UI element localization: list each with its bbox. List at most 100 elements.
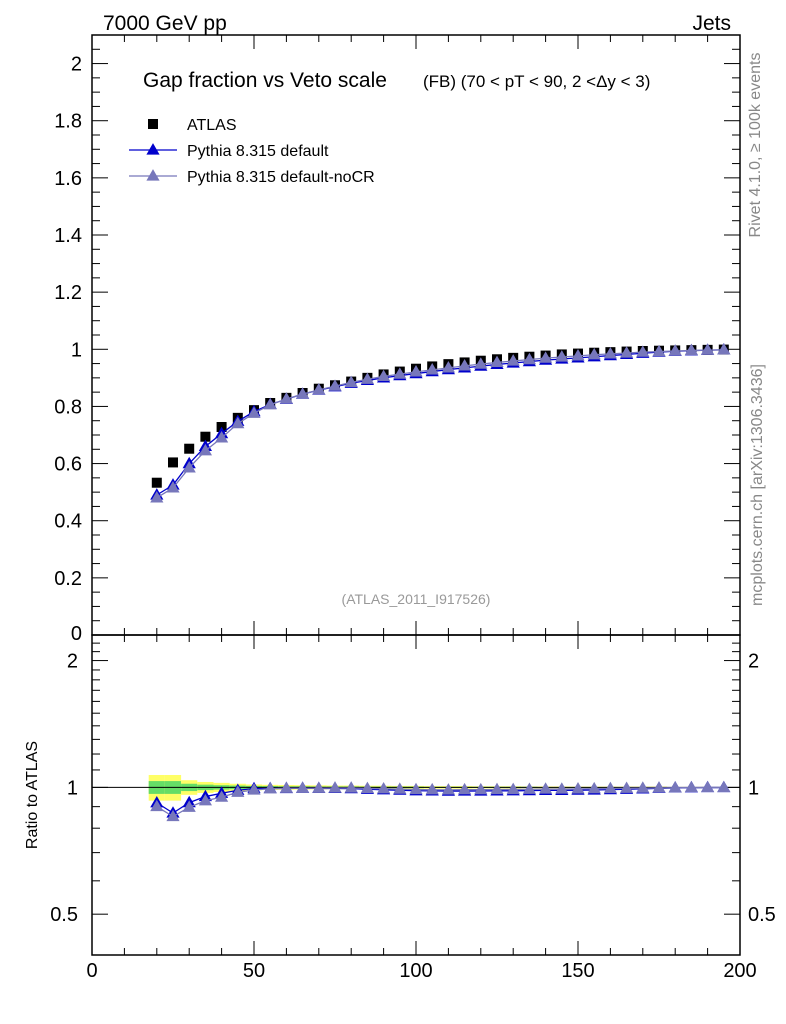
pythia-nocr-ratio-point	[328, 781, 342, 793]
pythia-nocr-ratio-point	[263, 781, 277, 794]
pythia-nocr-ratio-point	[587, 781, 601, 794]
pythia-nocr-ratio-point	[571, 782, 585, 794]
pythia-nocr-ratio-point	[360, 781, 374, 794]
pythia-nocr-ratio-point	[717, 780, 731, 793]
side-label-mcplots: mcplots.cern.ch [arXiv:1306.3436]	[749, 364, 766, 606]
pythia-nocr-ratio-point	[393, 782, 407, 794]
pythia-nocr-ratio-point	[247, 783, 261, 795]
legend-label: ATLAS	[187, 117, 237, 134]
pythia-nocr-point	[684, 343, 698, 356]
pythia-nocr-point	[377, 369, 391, 382]
pythia-nocr-ratio-point	[506, 782, 520, 795]
pythia-nocr-ratio-point	[312, 781, 326, 793]
pythia-nocr-point	[312, 383, 326, 395]
ratio-y-axis-label: Ratio to ATLAS	[24, 741, 41, 849]
x-tick-label: 50	[243, 960, 265, 982]
pythia-nocr-point	[182, 461, 196, 473]
pythia-nocr-point	[474, 357, 488, 369]
pythia-nocr-ratio-point	[425, 782, 439, 795]
pythia-nocr-point	[409, 365, 423, 377]
x-tick-label: 200	[723, 960, 756, 982]
pythia-nocr-ratio-point	[441, 783, 455, 795]
pythia-nocr-point	[636, 345, 650, 357]
pythia-nocr-ratio-point	[377, 781, 391, 794]
y-tick-label-main: 0.2	[54, 568, 82, 590]
pythia-nocr-ratio-point	[215, 790, 229, 802]
y-tick-label-main: 0.4	[54, 511, 82, 533]
side-label-rivet: Rivet 4.1.0, ≥ 100k events	[747, 53, 764, 238]
header-right: Jets	[692, 12, 731, 35]
pythia-nocr-ratio-point	[668, 780, 682, 793]
pythia-nocr-point	[263, 397, 277, 410]
pythia-nocr-point	[668, 344, 682, 356]
pythia-nocr-ratio-point	[296, 781, 310, 793]
pythia-nocr-point	[441, 361, 455, 373]
pythia-nocr-point	[522, 352, 536, 365]
pythia-nocr-ratio-point	[522, 782, 536, 794]
ratio-y-tick-label: 1	[67, 777, 78, 799]
pythia-nocr-ratio-point	[231, 785, 245, 797]
pythia-nocr-point	[701, 343, 715, 355]
chart-title: Gap fraction vs Veto scale	[143, 69, 387, 92]
pythia-nocr-point	[652, 344, 666, 357]
pythia-nocr-point	[150, 491, 164, 503]
ratio-y-tick-label: 2	[67, 651, 78, 673]
pythia-nocr-point	[425, 363, 439, 375]
pythia-nocr-point	[539, 351, 553, 363]
ratio-y-tick-label-right: 1	[748, 777, 759, 799]
pythia-nocr-point	[166, 481, 180, 493]
pythia-nocr-ratio-point	[490, 782, 504, 795]
pythia-nocr-point	[328, 379, 342, 391]
atlas-point	[168, 457, 178, 468]
header-left: 7000 GeV pp	[103, 12, 227, 35]
pythia-nocr-ratio-point	[652, 781, 666, 793]
pythia-nocr-point	[344, 375, 358, 388]
pythia-nocr-ratio-point	[603, 781, 617, 794]
pythia-nocr-point	[198, 443, 212, 456]
pythia-nocr-point	[279, 392, 293, 404]
y-tick-label-main: 1.8	[54, 111, 82, 133]
pythia-nocr-point	[296, 387, 310, 399]
pythia-nocr-point	[620, 346, 634, 358]
ratio-y-tick-label-right: 0.5	[748, 904, 776, 926]
main-series	[150, 343, 731, 503]
pythia-nocr-point	[603, 347, 617, 359]
y-tick-label-main: 0	[71, 623, 82, 645]
atlas-point	[200, 431, 211, 442]
pythia-nocr-point	[571, 349, 585, 361]
pythia-nocr-ratio-point	[636, 781, 650, 793]
pythia-nocr-ratio-point	[166, 809, 180, 822]
chart-subtitle: (FB) (70 < pT < 90, 2 <Δy < 3)	[423, 72, 650, 91]
pythia-nocr-point	[555, 350, 569, 362]
y-tick-label-main: 2	[71, 54, 82, 76]
ratio-y-tick-label: 0.5	[50, 904, 78, 926]
legend: ATLAS Pythia 8.315 default Pythia 8.315 de…	[129, 117, 375, 186]
pythia-nocr-ratio-point	[198, 793, 212, 806]
y-tick-label-main: 0.6	[54, 454, 82, 476]
pythia-nocr-ratio-point	[344, 781, 358, 793]
pythia-nocr-point	[717, 343, 731, 355]
pythia-nocr-point	[231, 416, 245, 429]
y-tick-label-main: 1	[71, 339, 82, 361]
legend-marker-atlas	[148, 119, 158, 129]
x-tick-label: 0	[86, 960, 97, 982]
atlas-point	[151, 477, 162, 488]
pythia-nocr-ratio-point	[684, 780, 698, 793]
pythia-nocr-ratio-point	[150, 799, 164, 812]
pythia-nocr-point	[393, 367, 407, 379]
pythia-nocr-point	[506, 354, 520, 366]
pythia-nocr-point	[247, 406, 261, 418]
y-tick-label-main: 1.4	[54, 225, 82, 247]
ratio-y-tick-label-right: 2	[748, 651, 759, 673]
x-tick-label: 150	[561, 960, 594, 982]
y-tick-label-main: 1.6	[54, 168, 82, 190]
y-tick-label-main: 0.8	[54, 396, 82, 418]
axis-tick-labels: 0 50 100 150 200 0 0.2 0.4 0.6 0.8 1 1.2 1.4 1.6 1.8 2 0…	[50, 54, 776, 982]
atlas-point	[184, 443, 195, 454]
pythia-nocr-ratio-point	[182, 800, 196, 812]
y-tick-label-main: 1.2	[54, 282, 82, 304]
x-tick-label: 100	[399, 960, 432, 982]
axis-ticks	[91, 34, 741, 956]
legend-label: Pythia 8.315 default-noCR	[187, 169, 375, 186]
pythia-nocr-ratio-point	[555, 782, 569, 794]
